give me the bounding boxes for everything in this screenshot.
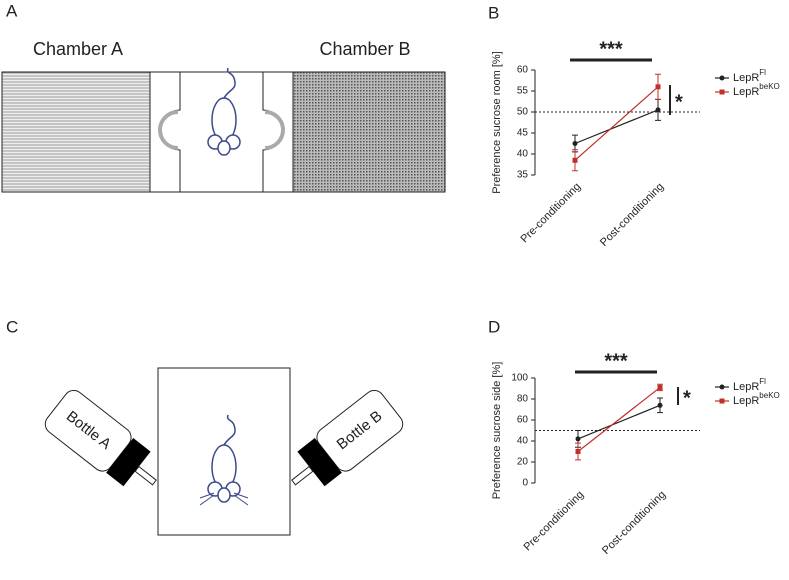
panel-label: D: [488, 317, 500, 336]
panel-label: A: [6, 1, 18, 20]
point: [572, 141, 578, 146]
series-line: [577, 386, 661, 452]
y-tick-label: 0: [522, 478, 528, 489]
y-tick-label: 50: [517, 107, 529, 118]
legend-label: LepRFl: [733, 377, 766, 393]
chamber-label: Chamber A: [33, 39, 123, 59]
y-tick-label: 40: [517, 436, 529, 447]
y-tick-label: 60: [517, 415, 529, 426]
significance-label: ***: [604, 350, 628, 372]
series-line: [574, 109, 659, 145]
x-tick-label: Post-conditioning: [598, 181, 666, 249]
chamber-diagram: Chamber A Chamber B: [1, 39, 446, 193]
x-tick-label: Post-conditioning: [600, 489, 668, 557]
legend-marker: [719, 89, 725, 95]
legend-marker: [719, 398, 725, 404]
y-tick-label: 45: [517, 128, 529, 139]
legend-superscript: beKO: [759, 391, 779, 400]
legend-label: LepRFl: [733, 68, 766, 84]
significance-label: ***: [599, 38, 623, 60]
y-axis-label: Preference sucrose side [%]: [491, 362, 503, 500]
y-tick-label: 100: [511, 373, 528, 384]
point: [657, 402, 663, 408]
chamber-label: Chamber B: [319, 39, 410, 59]
y-tick-label: 35: [517, 170, 529, 181]
legend-superscript: Fl: [759, 377, 766, 386]
point: [575, 436, 581, 442]
point: [655, 84, 661, 90]
bottle-diagram: Bottle A Bottle B: [44, 367, 404, 536]
legend-label: LepRbeKO: [733, 82, 780, 98]
legend-name: LepR: [733, 72, 759, 84]
y-tick-label: 80: [517, 394, 529, 405]
legend-label: LepRbeKO: [733, 391, 780, 407]
legend-name: LepR: [733, 86, 759, 98]
panel-label: B: [488, 3, 499, 22]
y-tick-label: 40: [517, 149, 529, 160]
significance-label: *: [675, 91, 683, 113]
y-tick-label: 60: [517, 65, 529, 76]
significance-label: *: [683, 387, 691, 409]
series-line: [574, 86, 659, 161]
x-tick-label: Pre-conditioning: [521, 489, 586, 554]
legend-superscript: Fl: [759, 68, 766, 77]
point: [575, 449, 581, 454]
x-tick-label: Pre-conditioning: [518, 181, 583, 246]
panel-label: C: [6, 317, 18, 336]
y-tick-label: 55: [517, 86, 529, 97]
legend-superscript: beKO: [759, 82, 779, 91]
point: [657, 384, 663, 390]
legend-marker: [719, 75, 725, 81]
legend-name: LepR: [733, 395, 759, 407]
point: [572, 157, 578, 163]
point: [655, 107, 661, 113]
y-tick-label: 20: [517, 457, 529, 468]
legend-name: LepR: [733, 381, 759, 393]
series-line: [577, 404, 661, 440]
y-axis-label: Preference sucrose room [%]: [491, 51, 503, 193]
legend-marker: [719, 384, 725, 390]
